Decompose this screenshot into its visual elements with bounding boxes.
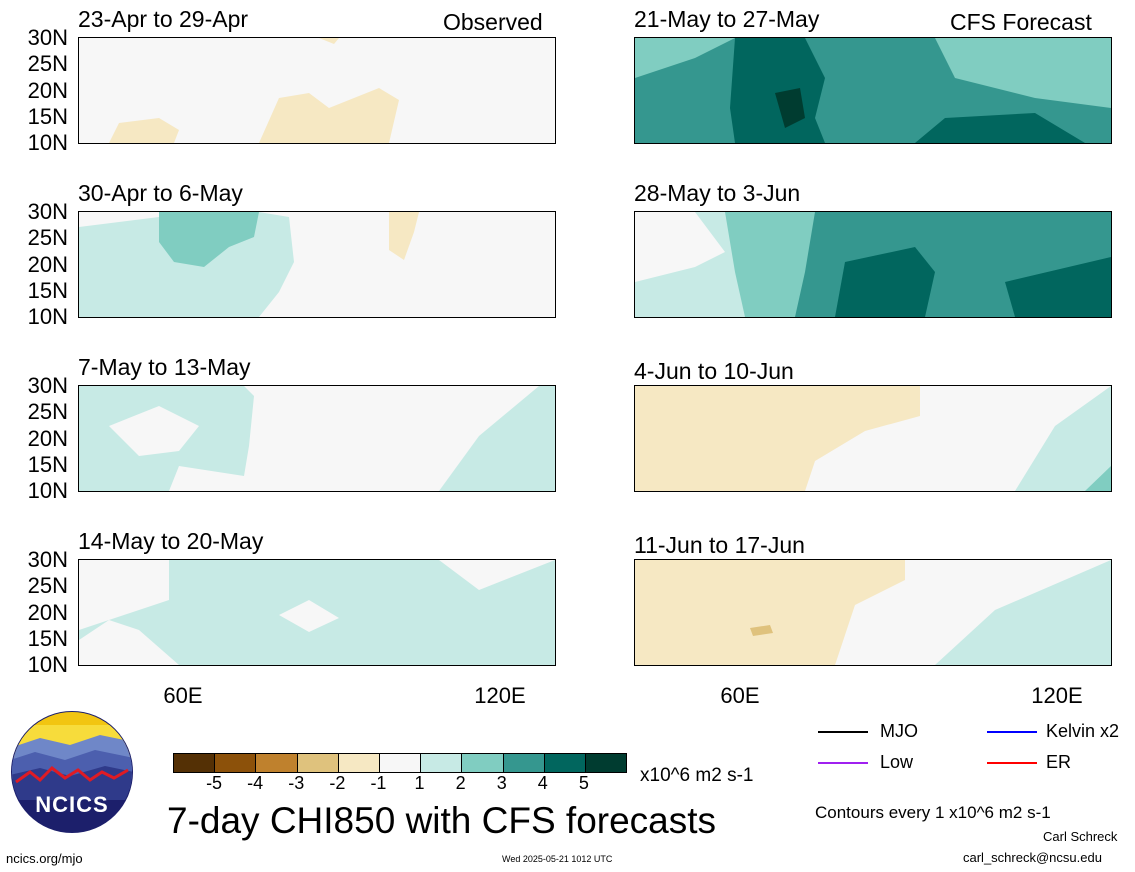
colorbar-cell [585,754,627,772]
colorbar-tick-label: 4 [537,773,548,793]
map-panel-8 [634,559,1112,666]
units-label: x10^6 m2 s-1 [640,765,754,786]
colorbar-cell [338,754,380,772]
x-tick-60e-right: 60E [720,683,760,708]
y-tick-label: 25N [27,399,68,425]
panel-title-4: 14-May to 20-May [78,528,264,554]
y-tick-label: 20N [27,599,68,625]
legend-mjo-line [818,731,868,733]
colorbar-tick-label: 2 [455,773,466,793]
y-tick-label: 30N [27,373,68,398]
footer-timestamp: Wed 2025-05-21 1012 UTC [502,854,613,864]
y-tick-label: 15N [27,451,68,477]
y-tick-label: 10N [27,304,68,329]
y-tick-label: 15N [27,103,68,129]
colorbar-cell [174,754,216,772]
footer-email: carl_schreck@ncsu.edu [963,850,1102,865]
colorbar-tick-label: -2 [329,773,346,793]
colorbar-tick-label: 5 [578,773,589,793]
colorbar-tick-label: -3 [288,773,305,793]
y-tick-label: 30N [27,547,68,572]
y-tick-label: 25N [27,225,68,251]
x-tick-60e-left: 60E [163,683,203,708]
panel-title-1: 23-Apr to 29-Apr [78,6,249,32]
map-panel-5 [634,37,1112,144]
panel-title-8: 11-Jun to 17-Jun [634,532,805,558]
ncics-logo: NCICS [10,710,134,834]
cfs-forecast-label: CFS Forecast [950,9,1092,35]
colorbar-cell [379,754,422,772]
chart-title: 7-day CHI850 with CFS forecasts [167,800,717,841]
map-panel-7 [634,385,1112,492]
panel-title-2: 30-Apr to 6-May [78,180,243,206]
colorbar-cell [256,754,298,772]
legend-er-line [987,762,1037,764]
map-panel-4 [78,559,556,666]
panel-title-6: 28-May to 3-Jun [634,180,801,206]
x-tick-120e-right: 120E [1031,683,1083,708]
colorbar-cell [462,754,504,772]
map-panel-3 [78,385,556,492]
y-tick-label: 25N [27,51,68,77]
panel-title-7: 4-Jun to 10-Jun [634,358,794,384]
legend-mjo-label: MJO [880,721,918,741]
colorbar-cell [544,754,586,772]
y-tick-label: 20N [27,425,68,451]
y-tick-label: 30N [27,199,68,224]
observed-label: Observed [443,9,543,35]
contour-note: Contours every 1 x10^6 m2 s-1 [815,803,1051,822]
legend-low-line [818,762,868,764]
colorbar-cell [421,754,463,772]
colorbar-tick-label: 3 [496,773,507,793]
colorbar-tick-label: -1 [370,773,387,793]
legend-kelvin-line [987,731,1037,733]
legend-kelvin-label: Kelvin x2 [1046,721,1120,741]
colorbar-cell [215,754,257,772]
colorbar-tick-label: -4 [247,773,264,793]
logo-text: NCICS [35,792,109,817]
map-panel-6 [634,211,1112,318]
y-tick-label: 10N [27,130,68,155]
y-tick-label: 30N [27,25,68,50]
colorbar-cell [297,754,339,772]
y-tick-label: 10N [27,652,68,677]
y-tick-label: 15N [27,277,68,303]
map-panel-1 [78,37,556,144]
panel-title-3: 7-May to 13-May [78,354,251,380]
y-tick-label: 20N [27,77,68,103]
x-tick-120e-left: 120E [474,683,526,708]
y-tick-label: 20N [27,251,68,277]
legend-low-label: Low [880,752,914,772]
y-tick-label: 15N [27,625,68,651]
footer-author: Carl Schreck [1043,829,1118,844]
y-tick-label: 10N [27,478,68,503]
y-tick-label: 25N [27,573,68,599]
colorbar-tick-label: -5 [206,773,223,793]
legend-er-label: ER [1046,752,1072,772]
footer-url: ncics.org/mjo [6,851,83,866]
colorbar-cell [503,754,545,772]
panel-title-5: 21-May to 27-May [634,6,820,32]
colorbar-tick-label: 1 [414,773,425,793]
colorbar [173,753,627,773]
map-panel-2 [78,211,556,318]
